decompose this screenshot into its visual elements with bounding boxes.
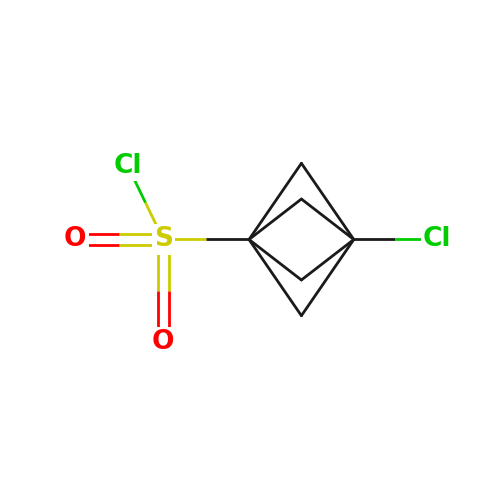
Text: O: O <box>64 227 86 252</box>
Text: O: O <box>152 329 174 355</box>
Text: Cl: Cl <box>423 227 451 252</box>
Text: S: S <box>154 227 173 252</box>
Text: Cl: Cl <box>114 153 142 179</box>
